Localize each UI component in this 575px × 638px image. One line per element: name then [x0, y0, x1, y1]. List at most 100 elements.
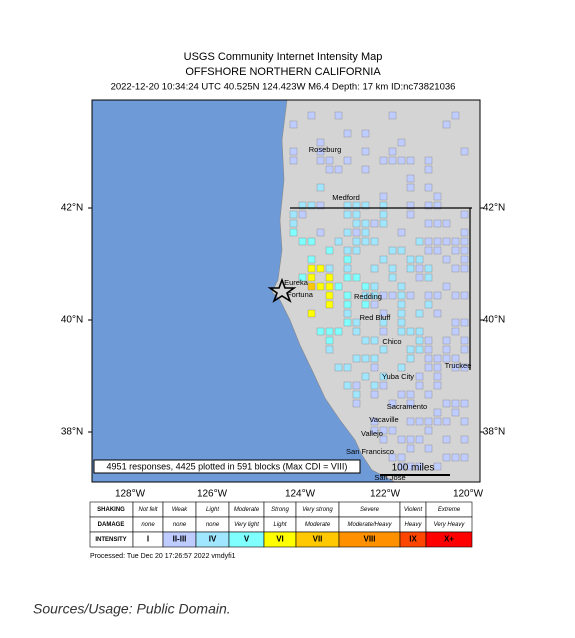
- cell: [424, 264, 433, 273]
- cell: [370, 336, 379, 345]
- cell: [406, 327, 415, 336]
- cell: [352, 327, 361, 336]
- place-label: Truckee: [445, 361, 472, 370]
- cell: [325, 300, 334, 309]
- cell: [325, 165, 334, 174]
- land: [271, 99, 481, 483]
- cell: [289, 147, 298, 156]
- lon-label: 122°W: [370, 489, 401, 500]
- cell: [460, 417, 469, 426]
- cell: [442, 219, 451, 228]
- cell: [415, 273, 424, 282]
- cell: [370, 363, 379, 372]
- cell: [361, 201, 370, 210]
- cell: [361, 165, 370, 174]
- cell: [316, 264, 325, 273]
- cell: [307, 309, 316, 318]
- cell: [460, 345, 469, 354]
- cell: [316, 183, 325, 192]
- legend-cell-text: none: [206, 522, 220, 528]
- cell: [433, 462, 442, 471]
- cell: [370, 354, 379, 363]
- cell: [415, 435, 424, 444]
- cell: [397, 300, 406, 309]
- cell: [388, 273, 397, 282]
- cell: [343, 309, 352, 318]
- cell: [406, 345, 415, 354]
- cell: [370, 264, 379, 273]
- cell: [379, 426, 388, 435]
- place-label: Yuba City: [382, 372, 414, 381]
- cell: [442, 282, 451, 291]
- cell: [424, 219, 433, 228]
- cell: [397, 327, 406, 336]
- cell: [442, 336, 451, 345]
- legend-row-label: SHAKING: [97, 507, 125, 513]
- legend-cell-text: Extreme: [438, 507, 461, 513]
- cell: [334, 111, 343, 120]
- legend-cell-text: IV: [209, 535, 217, 544]
- cell: [343, 318, 352, 327]
- cell: [316, 327, 325, 336]
- cell: [451, 399, 460, 408]
- cell: [460, 210, 469, 219]
- cell: [433, 192, 442, 201]
- cell: [397, 309, 406, 318]
- cell: [460, 264, 469, 273]
- cell: [379, 381, 388, 390]
- cell: [406, 291, 415, 300]
- cell: [415, 345, 424, 354]
- cell: [442, 399, 451, 408]
- cell: [451, 327, 460, 336]
- cell: [343, 264, 352, 273]
- cell: [298, 201, 307, 210]
- legend-cell-text: II-III: [173, 535, 187, 544]
- cell: [397, 462, 406, 471]
- cell: [343, 129, 352, 138]
- cell: [307, 264, 316, 273]
- cell: [325, 246, 334, 255]
- cell: [451, 291, 460, 300]
- cell: [406, 210, 415, 219]
- cell: [424, 336, 433, 345]
- cell: [352, 246, 361, 255]
- cell: [325, 327, 334, 336]
- legend-cell-text: Severe: [360, 507, 380, 513]
- cell: [316, 147, 325, 156]
- cell: [325, 282, 334, 291]
- cell: [379, 192, 388, 201]
- cell: [460, 318, 469, 327]
- cell: [316, 201, 325, 210]
- cell: [316, 156, 325, 165]
- legend-cell-text: Moderate: [234, 507, 260, 513]
- cell: [379, 291, 388, 300]
- cell: [424, 363, 433, 372]
- cell: [415, 327, 424, 336]
- place-label: Roseburg: [309, 145, 342, 154]
- legend-cell-text: Very Heavy: [434, 522, 466, 528]
- cell: [343, 300, 352, 309]
- cell: [388, 111, 397, 120]
- cell: [325, 264, 334, 273]
- cell: [307, 273, 316, 282]
- cell: [343, 201, 352, 210]
- intensity-cells: [289, 111, 469, 471]
- cell: [406, 174, 415, 183]
- cell: [361, 219, 370, 228]
- cell: [388, 264, 397, 273]
- cell: [424, 273, 433, 282]
- legend-cell-text: Very strong: [302, 507, 333, 513]
- cell: [343, 273, 352, 282]
- cell: [406, 264, 415, 273]
- legend-cell-text: X+: [444, 535, 454, 544]
- cell: [370, 390, 379, 399]
- cell: [460, 435, 469, 444]
- cell: [406, 417, 415, 426]
- cell: [388, 246, 397, 255]
- lon-label: 126°W: [197, 489, 228, 500]
- info-text: 4951 responses, 4425 plotted in 591 bloc…: [107, 461, 348, 471]
- cell: [289, 120, 298, 129]
- cell: [379, 309, 388, 318]
- place-label: Chico: [382, 337, 401, 346]
- cell: [433, 381, 442, 390]
